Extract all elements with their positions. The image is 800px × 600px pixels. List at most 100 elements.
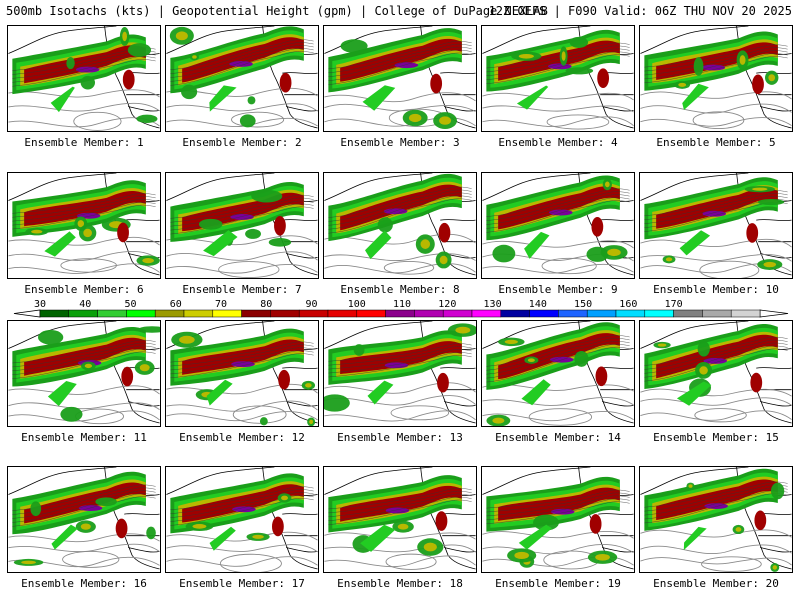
- wind-speed-patch-core: [122, 31, 127, 42]
- ensemble-member-map: [7, 466, 161, 573]
- jet-contour: [328, 349, 472, 370]
- height-contour: [324, 263, 476, 274]
- wind-speed-patch: [324, 394, 350, 412]
- isotach-core: [548, 63, 572, 70]
- ensemble-member-label: Ensemble Member: 12: [179, 431, 305, 444]
- height-contour: [8, 385, 160, 395]
- jet-contour: [486, 42, 630, 69]
- model-valid-time: 12Z GEFS | F090 Valid: 06Z THU NOV 20 20…: [488, 4, 792, 18]
- wind-speed-patch: [268, 238, 292, 247]
- trough-jet-max: [272, 516, 284, 537]
- colorbar-swatch: [154, 309, 185, 318]
- map-canvas: [8, 26, 160, 131]
- jet-contour: [486, 338, 630, 371]
- colorbar-tick-label: 130: [484, 299, 502, 310]
- height-contour: [324, 544, 476, 553]
- wind-speed-patch-core: [192, 55, 197, 59]
- wind-speed-patch-core: [527, 358, 535, 363]
- wind-speed-patch: [492, 244, 516, 263]
- wind-speed-patch-core: [83, 228, 92, 238]
- height-contour: [482, 410, 634, 422]
- jet-contour: [170, 194, 314, 219]
- jet-contour: [170, 353, 314, 379]
- height-contour: [640, 103, 792, 114]
- height-contour: [640, 238, 792, 248]
- wind-speed-patch: [518, 524, 552, 550]
- jet-contour: [486, 48, 630, 77]
- colorbar-swatch: [702, 309, 732, 318]
- wind-speed-patch-core: [518, 53, 534, 59]
- ensemble-member-label: Ensemble Member: 16: [21, 577, 147, 590]
- ensemble-member-label: Ensemble Member: 9: [498, 283, 618, 296]
- trough-jet-max: [597, 68, 610, 88]
- height-contour: [482, 105, 634, 113]
- height-contour: [324, 382, 476, 394]
- isotach-80kt: [498, 333, 620, 380]
- jet-contour: [328, 41, 472, 70]
- jet-contour: [12, 193, 156, 214]
- isotach-colorbar: 30 40 50 60 70 80 90 100 110 120 130 140 150 160 170: [13, 299, 789, 318]
- ensemble-member-label: Ensemble Member: 4: [498, 136, 618, 149]
- jet-contour: [328, 352, 472, 374]
- jet-contour: [486, 501, 630, 525]
- jet-contour: [328, 49, 472, 81]
- height-contour: [546, 114, 610, 130]
- height-contour: [482, 263, 634, 274]
- colorbar-tick-label: 90: [306, 299, 318, 310]
- trough-jet-max: [750, 372, 763, 393]
- wind-speed-patch: [770, 482, 785, 500]
- jet-contour: [170, 39, 314, 70]
- colorbar-tick-label: 160: [619, 299, 637, 310]
- colorbar-tick-label: 30: [34, 299, 46, 310]
- trough-jet-max: [591, 216, 604, 237]
- isotach-core: [704, 503, 728, 509]
- trough-jet-max: [437, 372, 449, 393]
- map-canvas: [8, 467, 160, 570]
- isotach-core: [701, 64, 726, 71]
- wind-speed-patch: [203, 230, 238, 257]
- height-contour: [390, 405, 450, 421]
- wind-speed-patch: [239, 114, 256, 128]
- jet-contour: [328, 496, 472, 521]
- wind-speed-patch: [181, 84, 198, 100]
- wind-speed-patch-core: [77, 220, 85, 228]
- trough-jet-max: [435, 511, 448, 531]
- isotach-80kt: [656, 42, 778, 80]
- jet-contour: [486, 489, 630, 509]
- colorbar-swatch: [298, 309, 329, 318]
- map-canvas: [640, 467, 792, 572]
- jet-contour: [328, 493, 472, 518]
- wind-speed-patch: [245, 228, 261, 239]
- wind-speed-patch-core: [455, 326, 471, 334]
- jet-contour: [170, 489, 314, 514]
- map-canvas: [166, 321, 318, 426]
- wind-speed-patch: [360, 524, 396, 552]
- wind-speed-patch: [533, 514, 559, 531]
- height-contour: [8, 236, 160, 246]
- height-contour: [699, 260, 760, 278]
- jet-contour: [486, 495, 630, 517]
- wind-speed-patch-core: [735, 527, 742, 532]
- height-contour: [640, 91, 792, 100]
- colorbar-swatch: [586, 309, 617, 318]
- height-contour: [324, 410, 476, 422]
- isotach-core: [703, 357, 728, 364]
- jet-contour: [12, 59, 156, 87]
- height-contour: [8, 543, 160, 553]
- height-contour: [541, 257, 597, 275]
- map-canvas: [482, 26, 634, 130]
- isotach-core: [230, 214, 254, 220]
- jet-contour: [328, 499, 472, 525]
- height-contour: [73, 111, 122, 131]
- colorbar-swatch: [126, 309, 156, 318]
- height-contour: [383, 260, 435, 275]
- wind-speed-patch: [362, 85, 396, 111]
- wind-speed-patch: [44, 231, 76, 257]
- height-contour: [482, 240, 634, 249]
- colorbar-tick-label: 150: [574, 299, 592, 310]
- wind-speed-patch-core: [763, 261, 777, 268]
- ensemble-member-map: [323, 172, 477, 279]
- trough-jet-max: [754, 510, 767, 531]
- jet-contour: [170, 203, 314, 231]
- colorbar-swatch: [442, 309, 473, 318]
